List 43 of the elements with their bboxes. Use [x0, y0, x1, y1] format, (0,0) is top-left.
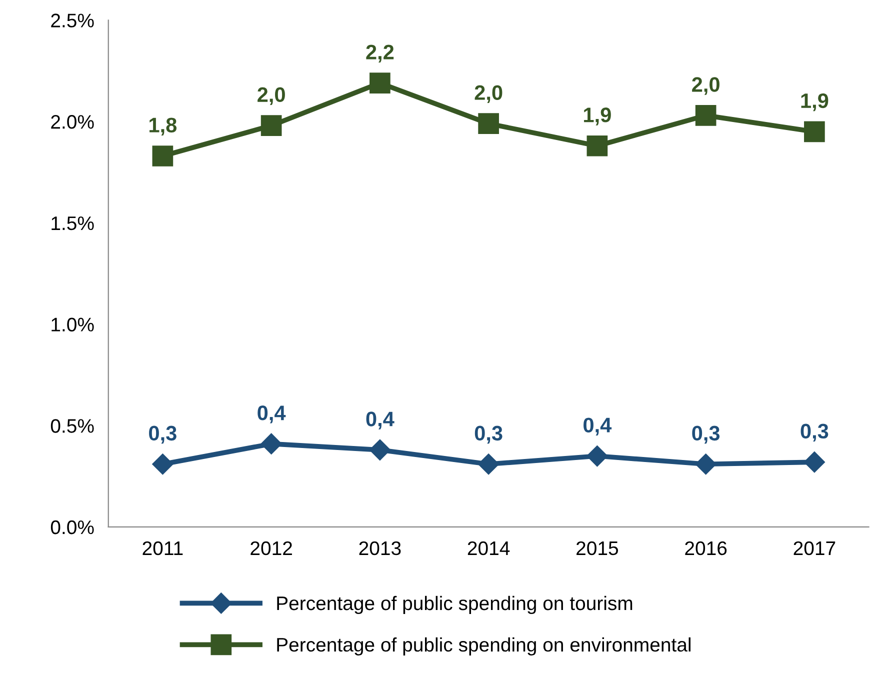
y-tick-label: 0.0%	[50, 520, 94, 534]
point	[478, 113, 499, 134]
data-label: 2,0	[692, 77, 720, 95]
x-tick-label: 2016	[685, 541, 727, 556]
x-tick-label: 2013	[359, 541, 401, 556]
y-tick-label: 1.0%	[52, 318, 94, 332]
point	[369, 439, 390, 460]
data-label: 0,4	[366, 412, 394, 430]
point	[586, 445, 608, 467]
point	[152, 146, 174, 166]
point	[260, 433, 282, 454]
legend-label: Percentage of public spending on tourism	[277, 596, 632, 614]
data-label: 0,3	[800, 424, 828, 442]
data-label: 1,8	[150, 118, 177, 136]
point	[804, 121, 825, 142]
point	[695, 105, 716, 126]
data-label: 0,3	[149, 426, 176, 444]
point	[586, 135, 608, 156]
data-label: 2,2	[366, 44, 394, 62]
y-tick-label: 2.0%	[51, 115, 94, 129]
x-tick-label: 2017	[794, 541, 836, 556]
x-tick-label: 2015	[576, 541, 618, 556]
data-label: 2,0	[474, 85, 502, 104]
point	[152, 454, 174, 475]
point	[804, 452, 825, 473]
point	[478, 454, 500, 475]
data-label: 2,0	[258, 87, 285, 106]
data-label: 0,3	[692, 426, 720, 444]
point	[370, 72, 390, 94]
data-label: 0,4	[584, 418, 612, 436]
legend-label: Percentage of public spending on environmental	[277, 637, 690, 656]
y-tick-label: 2.5%	[51, 14, 94, 28]
point	[260, 115, 282, 136]
x-tick-label: 2012	[250, 541, 292, 556]
point	[695, 454, 716, 475]
data-label: 1,9	[801, 93, 828, 112]
x-tick-label: 2014	[468, 541, 510, 556]
data-label: 1,9	[584, 108, 611, 126]
y-tick-label: 1.5%	[52, 216, 94, 230]
data-label: 0,3	[474, 426, 502, 444]
y-tick-label: 0.5%	[50, 419, 94, 433]
x-tick-label: 2011	[142, 541, 183, 556]
data-label: 0,4	[258, 406, 286, 424]
